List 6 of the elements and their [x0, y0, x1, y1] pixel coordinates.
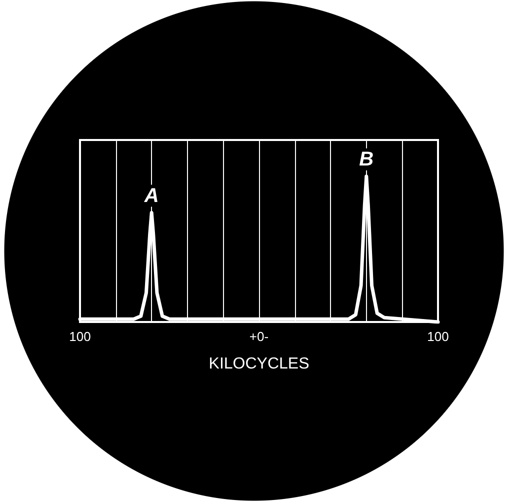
- x-axis-title: KILOCYCLES: [208, 356, 310, 372]
- x-tick-label: 100: [69, 329, 91, 344]
- annotation: A: [143, 184, 159, 207]
- x-tick-label: 100: [427, 329, 449, 344]
- x-tick-label: +0-: [249, 329, 269, 344]
- annotation: B: [359, 148, 374, 170]
